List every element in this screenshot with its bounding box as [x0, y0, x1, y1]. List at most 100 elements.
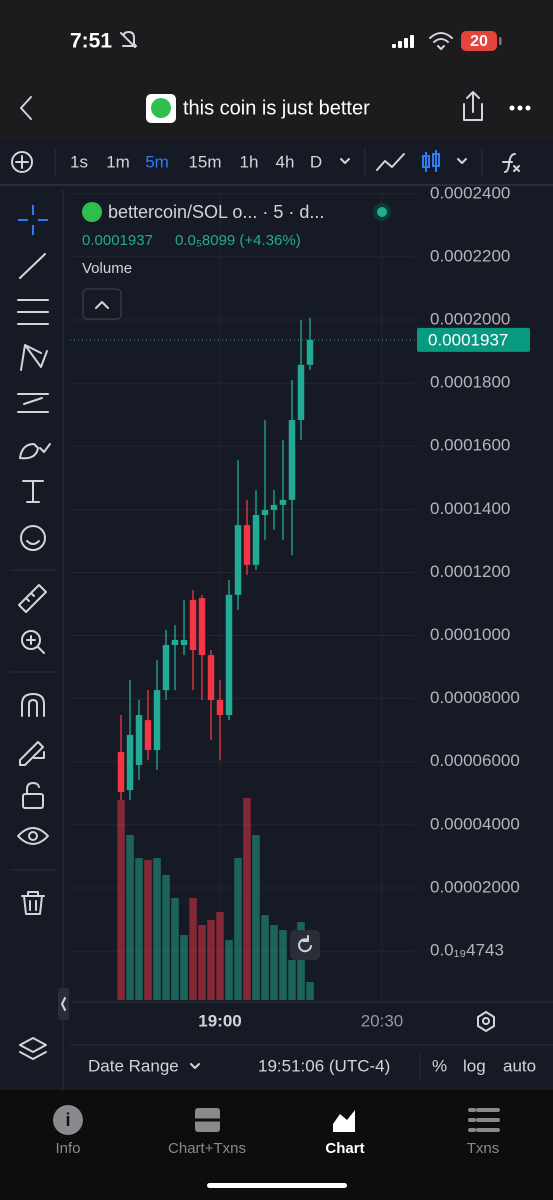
y-tick-label: 0.0001800: [430, 373, 510, 392]
y-tick-label: 0.00004000: [430, 814, 520, 833]
date-range-button[interactable]: Date Range: [88, 1056, 179, 1075]
candle-body: [126, 734, 134, 791]
y-tick-label: 0.0001200: [430, 562, 510, 581]
interval-button[interactable]: D: [310, 152, 322, 171]
wifi-icon: [429, 32, 453, 50]
candle-body: [198, 597, 206, 656]
candle-body: [180, 639, 188, 646]
volume-bar: [198, 925, 206, 1000]
volume-bar: [279, 930, 287, 1000]
auto-toggle[interactable]: auto: [503, 1056, 536, 1075]
delete-tool[interactable]: [21, 891, 45, 915]
volume-bar: [306, 982, 314, 1000]
legend-coin-logo: [82, 202, 102, 222]
volume-bar: [144, 860, 152, 1000]
reset-chart-button[interactable]: [290, 930, 320, 960]
sidebar-toggle[interactable]: [58, 988, 69, 1020]
volume-bar: [189, 898, 197, 1000]
unlock-shackle: [26, 782, 40, 795]
candle-body: [171, 639, 179, 646]
reset-icon: [298, 935, 312, 953]
battery-level: 20: [470, 33, 488, 50]
volume-bar: [225, 940, 233, 1000]
indicators-button[interactable]: [502, 153, 520, 173]
nav-icons: i: [53, 1105, 500, 1135]
candle-body: [297, 364, 305, 421]
nav-icon-txns[interactable]: [468, 1108, 500, 1132]
volume-bar: [243, 798, 251, 1000]
line-chart-button[interactable]: [376, 153, 405, 171]
trend-line-tool[interactable]: [19, 253, 46, 279]
collapse-legend[interactable]: [82, 288, 122, 320]
share-button[interactable]: [463, 91, 483, 121]
header-title: this coin is just better: [183, 97, 370, 119]
unlock-tool[interactable]: [22, 793, 44, 809]
zoom-tool[interactable]: [21, 630, 41, 650]
magnet-tool[interactable]: [21, 693, 45, 717]
visibility-tool[interactable]: [17, 827, 49, 845]
nav-icon-chart[interactable]: [333, 1110, 355, 1132]
fib-tool[interactable]: [17, 299, 49, 325]
volume-bar: [234, 858, 242, 1000]
add-indicator[interactable]: [11, 151, 33, 173]
y-tick-label: 0.0002200: [430, 246, 510, 265]
lock-draw-tool[interactable]: [19, 741, 45, 766]
zoom-tool-mark: [26, 635, 45, 654]
candle-body: [117, 751, 125, 793]
ruler-tool[interactable]: [18, 584, 47, 613]
forecast-tool[interactable]: [17, 393, 49, 413]
candle-body: [144, 720, 152, 751]
emoji-tool[interactable]: [20, 525, 46, 551]
y-tick-label: 0.0002000: [430, 309, 510, 328]
candle-body: [261, 509, 269, 516]
interval-button[interactable]: 1s: [70, 152, 88, 171]
nav-label[interactable]: Info: [55, 1140, 80, 1157]
coin-logo: [151, 98, 171, 118]
nav-icon-info[interactable]: [53, 1105, 83, 1135]
candle-body: [216, 699, 224, 716]
volume-bar: [207, 920, 215, 1000]
candle-body: [162, 645, 170, 691]
percent-toggle[interactable]: %: [432, 1056, 447, 1075]
candle-icon-body: [432, 153, 440, 167]
visibility-pupil: [28, 831, 38, 841]
interval-button[interactable]: 15m: [188, 152, 221, 171]
candle-body: [270, 504, 278, 510]
nav-label[interactable]: Chart+Txns: [168, 1140, 246, 1157]
more-button[interactable]: [509, 105, 531, 111]
last-price-label: 0.0001937: [428, 330, 508, 349]
candle-body: [153, 690, 161, 751]
volume-bar: [216, 912, 224, 1000]
legend-title: bettercoin/SOL o... · 5 · d...: [108, 202, 324, 222]
settings-button[interactable]: [477, 1011, 495, 1032]
chart-type-menu[interactable]: [457, 158, 467, 164]
y-tick-label: 0.0001000: [430, 625, 510, 644]
candle-body: [225, 594, 233, 716]
interval-menu[interactable]: [340, 158, 350, 164]
legend-change: 0.0₅8099 (+4.36%): [175, 232, 301, 249]
text-tool[interactable]: [22, 480, 44, 503]
interval-button[interactable]: 4h: [276, 152, 295, 171]
volume-legend: Volume: [82, 260, 132, 277]
nav-label[interactable]: Chart: [325, 1140, 364, 1157]
layers-button[interactable]: [19, 1037, 47, 1060]
emoji-smile: [26, 540, 40, 545]
interval-button[interactable]: 5m: [145, 152, 169, 171]
settings-icon-core: [482, 1017, 490, 1025]
y-tick-label: 0.0001600: [430, 436, 510, 455]
log-toggle[interactable]: log: [463, 1056, 486, 1075]
candle-body: [135, 715, 143, 765]
crosshair-tool[interactable]: [18, 205, 48, 235]
pattern-tool[interactable]: [20, 344, 48, 371]
interval-button[interactable]: 1m: [106, 152, 130, 171]
nav-icon-info-glyph: i: [65, 1110, 70, 1130]
x-tick-label: 20:30: [361, 1011, 404, 1030]
volume-bar: [153, 858, 161, 1000]
date-range-arrow: [190, 1063, 200, 1069]
volume-bar: [252, 835, 260, 1000]
nav-label[interactable]: Txns: [467, 1140, 500, 1157]
back-button[interactable]: [20, 96, 32, 120]
brush-tool[interactable]: [19, 443, 51, 460]
volume-bar: [162, 875, 170, 1000]
interval-button[interactable]: 1h: [240, 152, 259, 171]
